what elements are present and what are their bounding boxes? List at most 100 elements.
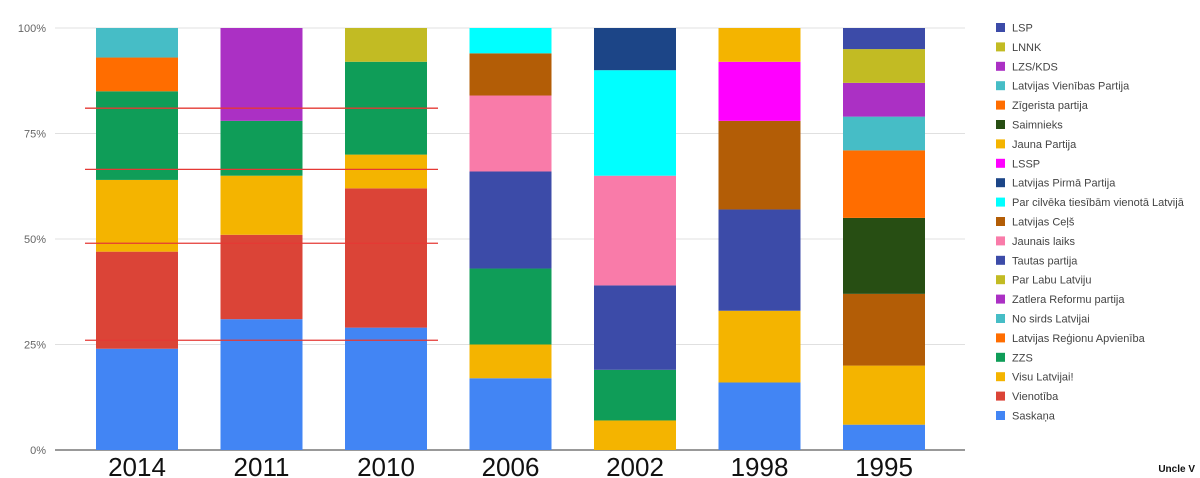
- x-tick-label: 2006: [482, 452, 540, 478]
- bar-segment: [843, 424, 925, 450]
- legend-label: LSSP: [1012, 158, 1040, 170]
- y-tick-label: 0%: [30, 445, 46, 457]
- x-tick-label: 1995: [855, 452, 913, 478]
- bar-segment: [718, 382, 801, 450]
- legend-swatch: [996, 333, 1005, 343]
- bar-segment: [718, 209, 801, 311]
- legend-label: Zīgerista partija: [1012, 100, 1089, 112]
- bar-segment: [345, 154, 427, 189]
- x-tick-label: 2014: [108, 452, 166, 478]
- legend-swatch: [996, 23, 1005, 32]
- legend-label: Saskaņa: [1012, 411, 1056, 423]
- y-tick-label: 50%: [24, 234, 46, 246]
- bar-segment: [220, 28, 303, 121]
- legend-label: Vienotība: [1012, 391, 1059, 403]
- bar-segment: [96, 57, 178, 92]
- x-tick-label: 2002: [606, 452, 664, 478]
- bar-segment: [220, 120, 303, 176]
- legend-swatch: [996, 139, 1005, 149]
- bar-segment: [594, 28, 676, 71]
- legend-swatch: [996, 352, 1005, 362]
- legend: LSP LNNK LZS/KDS Latvijas Vienības Partija Z…: [996, 23, 1185, 423]
- legend-label: Latvijas Reģionu Apvienība: [1012, 332, 1146, 345]
- bar-segment: [96, 179, 178, 252]
- bar-segment: [469, 171, 552, 269]
- legend-swatch: [996, 100, 1005, 110]
- legend-swatch: [996, 314, 1005, 323]
- bar-segment: [345, 327, 427, 450]
- bar-segment: [96, 28, 178, 58]
- legend-swatch: [996, 275, 1005, 285]
- bar-segment: [469, 95, 552, 172]
- x-tick-label: 1998: [731, 452, 789, 478]
- bar-segment: [718, 120, 801, 210]
- legend-label: Latvijas Vienības Partija: [1012, 81, 1130, 93]
- bar-segment: [843, 28, 925, 50]
- x-axis-ticks: 2014 2011 2010 2006 2002 1998 1995: [108, 452, 913, 478]
- legend-label: Par Labu Latviju: [1012, 275, 1092, 287]
- bar-segment: [220, 319, 303, 450]
- legend-swatch: [996, 217, 1005, 226]
- bar-segment: [594, 70, 676, 176]
- bar-segment: [469, 344, 552, 379]
- bar-segment: [96, 348, 178, 450]
- legend-swatch: [996, 42, 1005, 52]
- bar-segment: [469, 53, 552, 96]
- bar-segment: [594, 175, 676, 286]
- bar-segment: [843, 293, 925, 366]
- bar-segment: [718, 28, 801, 62]
- legend-swatch: [996, 120, 1005, 129]
- legend-swatch: [996, 372, 1005, 382]
- legend-label: LZS/KDS: [1012, 61, 1058, 73]
- bar-segment: [843, 150, 925, 218]
- legend-label: Par cilvēka tiesībām vienotā Latvijā: [1012, 197, 1185, 209]
- bar-segment: [220, 175, 303, 235]
- bar-segment: [345, 188, 427, 328]
- bar-segment: [469, 268, 552, 345]
- bar-segment: [843, 217, 925, 294]
- legend-label: Visu Latvijai!: [1012, 372, 1074, 384]
- y-axis-ticks: 0% 25% 50% 75% 100%: [18, 23, 46, 457]
- legend-swatch: [996, 294, 1005, 304]
- legend-label: Saimnieks: [1012, 120, 1063, 132]
- legend-label: Jauna Partija: [1012, 139, 1077, 151]
- bar-segment: [594, 369, 676, 421]
- bar-segment: [96, 251, 178, 349]
- legend-label: Tautas partija: [1012, 255, 1078, 267]
- legend-label: ZZS: [1012, 352, 1033, 364]
- legend-label: Jaunais laiks: [1012, 236, 1075, 248]
- bar-segment: [469, 378, 552, 450]
- y-tick-label: 25%: [24, 340, 46, 352]
- bar-segment: [718, 61, 801, 121]
- x-tick-label: 2011: [234, 452, 290, 478]
- bar-segment: [843, 365, 925, 425]
- bar-segment: [843, 49, 925, 83]
- legend-label: Latvijas Pirmā Partija: [1012, 178, 1116, 190]
- bar-segment: [594, 285, 676, 370]
- y-tick-label: 100%: [18, 23, 46, 35]
- reference-lines: [85, 107, 438, 341]
- bar-segment: [345, 28, 427, 62]
- legend-swatch: [996, 255, 1005, 265]
- legend-swatch: [996, 158, 1005, 168]
- legend-label: No sirds Latvijai: [1012, 314, 1090, 326]
- bar-segment: [220, 234, 303, 320]
- legend-swatch: [996, 61, 1005, 71]
- legend-swatch: [996, 197, 1005, 207]
- bars: [96, 28, 925, 450]
- legend-label: Zatlera Reformu partija: [1012, 294, 1125, 306]
- bar-segment: [843, 116, 925, 151]
- bar-segment: [843, 82, 925, 117]
- credit-label: Uncle V: [1158, 464, 1195, 475]
- legend-swatch: [996, 81, 1005, 91]
- legend-label: LSP: [1012, 23, 1033, 35]
- bar-segment: [469, 28, 552, 54]
- legend-label: Latvijas Ceļš: [1012, 217, 1075, 229]
- bar-segment: [718, 310, 801, 383]
- y-tick-label: 75%: [24, 129, 46, 141]
- x-tick-label: 2010: [357, 452, 415, 478]
- legend-swatch: [996, 236, 1005, 246]
- legend-swatch: [996, 391, 1005, 401]
- legend-swatch: [996, 411, 1005, 420]
